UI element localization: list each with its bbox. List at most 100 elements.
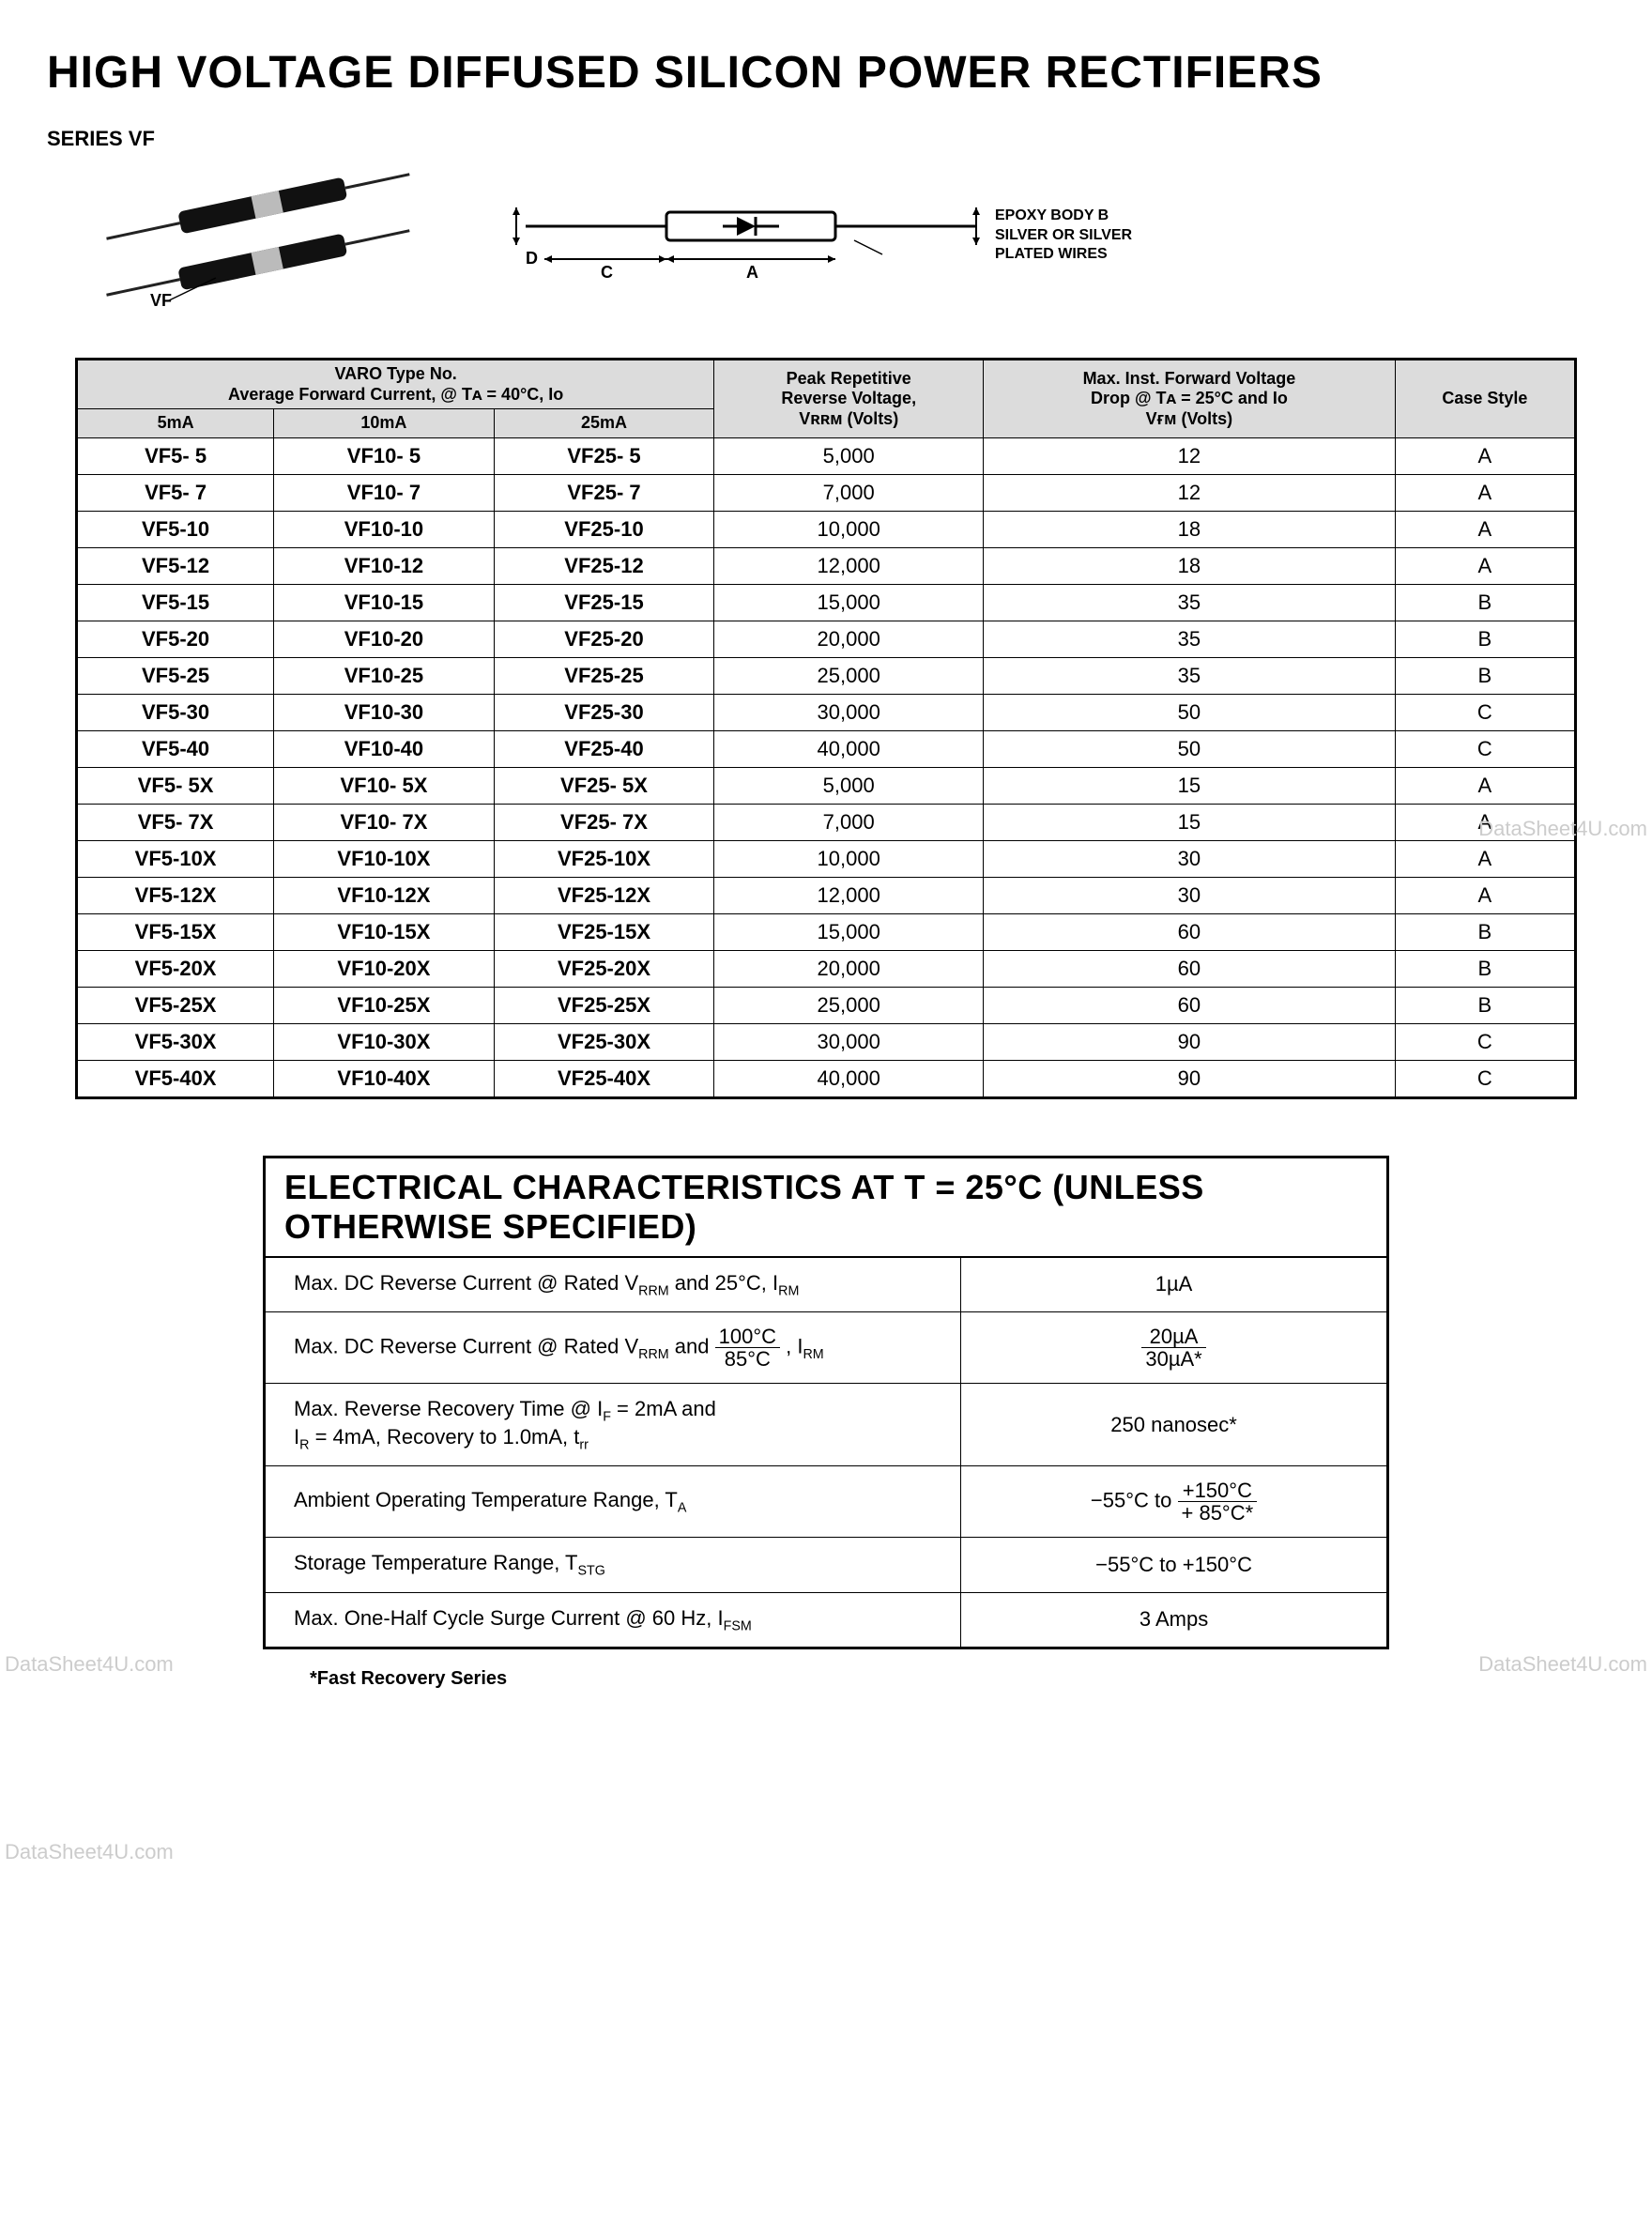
table-cell: VF25-12X [494,877,714,913]
table-cell: VF25-25 [494,657,714,694]
table-cell: 12,000 [714,547,984,584]
table-cell: 35 [984,621,1396,657]
table-cell: A [1395,511,1575,547]
table-cell: A [1395,767,1575,804]
table-cell: B [1395,987,1575,1023]
table-cell: 12,000 [714,877,984,913]
table-cell: VF5- 7 [77,474,274,511]
table-cell: 60 [984,950,1396,987]
elec-param: Max. DC Reverse Current @ Rated VRRM and… [265,1257,961,1312]
table-cell: 50 [984,730,1396,767]
table-cell: 15,000 [714,913,984,950]
table-cell: VF5-10X [77,840,274,877]
table-cell: VF10-25X [274,987,495,1023]
table-cell: 40,000 [714,1060,984,1097]
table-cell: VF10-15X [274,913,495,950]
table-cell: 5,000 [714,437,984,474]
table-cell: VF25-40X [494,1060,714,1097]
table-row: VF5-12VF10-12VF25-1212,00018A [77,547,1576,584]
table-cell: VF25- 7 [494,474,714,511]
table-cell: VF5-15X [77,913,274,950]
table-cell: 35 [984,584,1396,621]
electrical-characteristics-table: ELECTRICAL CHARACTERISTICS AT T = 25°C (… [263,1156,1389,1649]
header-varo-l1: VARO Type No. [84,364,708,385]
dimension-diagram: D C A EPOXY BODY B SILVER OR SILVER PLAT… [497,170,1132,301]
header-vfm-l1: Max. Inst. Forward Voltage [989,369,1389,390]
header-vrrm-l1: Peak Repetitive [720,369,977,390]
table-row: VF5-20XVF10-20XVF25-20X20,00060B [77,950,1576,987]
table-cell: 50 [984,694,1396,730]
figures-row: VF D C [84,161,1605,311]
page-title: HIGH VOLTAGE DIFFUSED SILICON POWER RECT… [47,47,1605,99]
elec-value: 250 nanosec* [961,1384,1388,1466]
epoxy-body-line3: PLATED WIRES [995,245,1132,265]
header-vfm-l2: Drop @ Tᴀ = 25°C and Iᴏ [989,389,1389,409]
table-cell: VF10-40 [274,730,495,767]
table-cell: VF10-10 [274,511,495,547]
dimension-body-label: EPOXY BODY B SILVER OR SILVER PLATED WIR… [995,207,1132,265]
elec-param: Max. DC Reverse Current @ Rated VRRM and… [265,1312,961,1384]
table-cell: 18 [984,547,1396,584]
table-cell: B [1395,584,1575,621]
table-row: VF5-20VF10-20VF25-2020,00035B [77,621,1576,657]
table-row: VF5-10XVF10-10XVF25-10X10,00030A [77,840,1576,877]
table-row: VF5-25XVF10-25XVF25-25X25,00060B [77,987,1576,1023]
table-cell: VF25- 7X [494,804,714,840]
table-cell: VF5- 7X [77,804,274,840]
svg-text:A: A [746,263,758,282]
table-cell: VF10-20 [274,621,495,657]
watermark: DataSheet4U.com [1478,817,1647,841]
table-cell: 40,000 [714,730,984,767]
table-cell: 60 [984,987,1396,1023]
table-row: VF5-12XVF10-12XVF25-12X12,00030A [77,877,1576,913]
svg-text:D: D [526,249,538,268]
header-5ma: 5mA [77,409,274,438]
table-row: VF5-10VF10-10VF25-1010,00018A [77,511,1576,547]
epoxy-body-line1: EPOXY BODY B [995,207,1132,226]
table-cell: 12 [984,437,1396,474]
table-row: VF5-15VF10-15VF25-1515,00035B [77,584,1576,621]
table-cell: C [1395,694,1575,730]
table-cell: VF5-30 [77,694,274,730]
header-vfm: Max. Inst. Forward Voltage Drop @ Tᴀ = 2… [984,360,1396,438]
table-cell: VF5- 5 [77,437,274,474]
table-cell: VF25-25X [494,987,714,1023]
elec-value: −55°C to +150°C [961,1538,1388,1592]
elec-param: Ambient Operating Temperature Range, TA [265,1466,961,1538]
table-cell: VF10- 5 [274,437,495,474]
table-cell: 5,000 [714,767,984,804]
table-cell: 7,000 [714,804,984,840]
elec-row: Max. One-Half Cycle Surge Current @ 60 H… [265,1592,1388,1648]
table-cell: 35 [984,657,1396,694]
header-vrrm-l2: Reverse Voltage, [720,389,977,409]
table-cell: VF5-20 [77,621,274,657]
table-cell: VF5-10 [77,511,274,547]
device-drawing: VF [84,161,422,311]
table-cell: VF5-12X [77,877,274,913]
header-vrrm: Peak Repetitive Reverse Voltage, Vʀʀᴍ (V… [714,360,984,438]
header-25ma: 25mA [494,409,714,438]
table-cell: VF25-10 [494,511,714,547]
table-cell: VF10-30 [274,694,495,730]
table-cell: B [1395,657,1575,694]
table-cell: VF10-12X [274,877,495,913]
header-vrrm-l3: Vʀʀᴍ (Volts) [720,409,977,430]
table-cell: 30,000 [714,1023,984,1060]
table-cell: C [1395,1023,1575,1060]
table-cell: 7,000 [714,474,984,511]
table-cell: VF10-20X [274,950,495,987]
table-cell: A [1395,840,1575,877]
table-cell: VF10-25 [274,657,495,694]
table-row: VF5- 5XVF10- 5XVF25- 5X5,00015A [77,767,1576,804]
table-cell: VF10- 7 [274,474,495,511]
table-cell: VF5-12 [77,547,274,584]
table-cell: 30,000 [714,694,984,730]
table-row: VF5- 7XVF10- 7XVF25- 7X7,00015A [77,804,1576,840]
table-cell: VF10-30X [274,1023,495,1060]
table-cell: VF25-40 [494,730,714,767]
table-cell: 20,000 [714,950,984,987]
table-cell: 15 [984,804,1396,840]
table-row: VF5-15XVF10-15XVF25-15X15,00060B [77,913,1576,950]
table-cell: VF10- 7X [274,804,495,840]
series-label: SERIES VF [47,127,1605,151]
